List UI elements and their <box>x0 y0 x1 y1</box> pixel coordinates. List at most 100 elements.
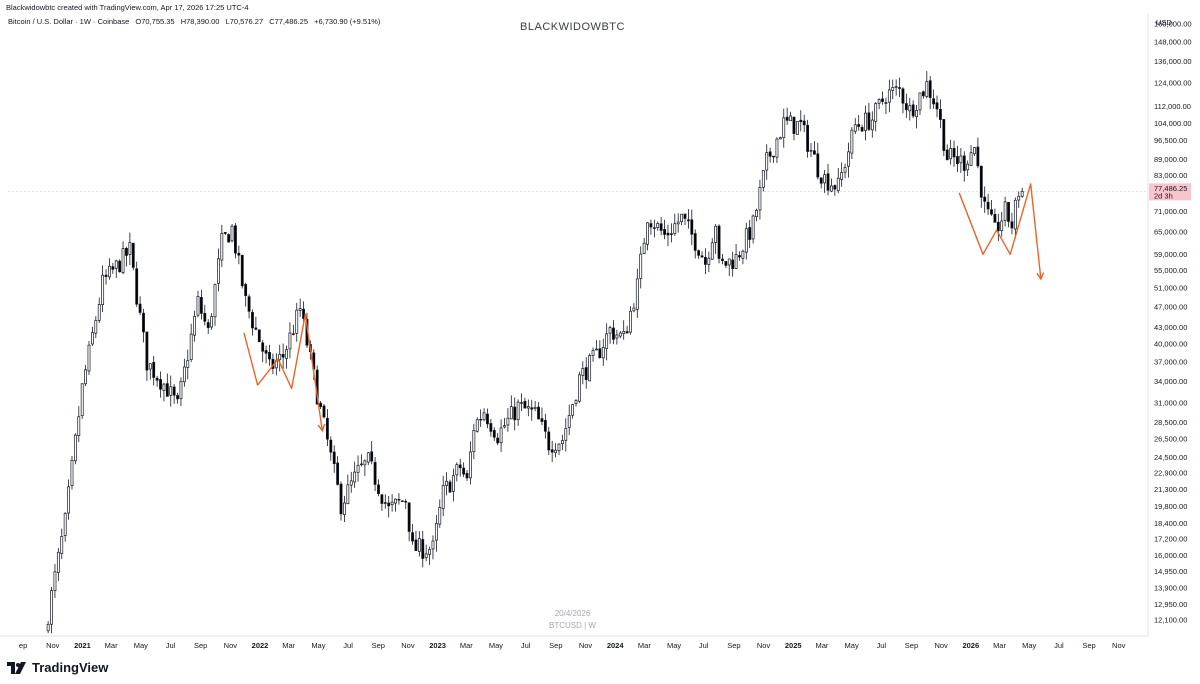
candle-body <box>193 316 196 336</box>
candle-body <box>434 523 438 541</box>
candle-body <box>138 303 142 313</box>
candle-body <box>404 500 408 503</box>
candle-body <box>60 536 64 554</box>
legend-change: +6,730.90 (+9.51%) <box>314 17 381 26</box>
candle-body <box>503 425 506 428</box>
candle-body <box>676 221 680 225</box>
candle-body <box>196 296 200 316</box>
y-tick-label: 65,000.00 <box>1154 227 1187 236</box>
candle-body <box>179 380 183 400</box>
candle-body <box>80 383 84 417</box>
candle-body <box>884 102 888 104</box>
y-tick-label: 71,000.00 <box>1154 207 1187 216</box>
candle-body <box>952 148 956 158</box>
y-tick-label: 59,000.00 <box>1154 250 1187 259</box>
candle-body <box>666 232 670 236</box>
candle-body <box>547 431 551 451</box>
candle-body <box>724 261 728 266</box>
candle-body <box>349 480 353 486</box>
y-tick-label: 16,000.00 <box>1154 551 1187 560</box>
candle-body <box>489 423 493 432</box>
x-tick-label: Jul <box>343 641 353 650</box>
y-tick-label: 17,200.00 <box>1154 535 1187 544</box>
candle-body <box>482 412 486 421</box>
candle-body <box>397 499 401 501</box>
x-tick-label: ep <box>19 641 27 650</box>
candle-body <box>836 177 840 191</box>
watermark-symbol: BTCUSD | W <box>549 621 596 630</box>
candle-body <box>94 320 98 334</box>
candle-body <box>520 402 523 404</box>
candle-body <box>288 332 292 350</box>
x-tick-label: 2026 <box>962 641 979 650</box>
candle-body <box>56 551 60 573</box>
candle-body <box>635 278 639 310</box>
candle-body <box>758 187 762 211</box>
candle-body <box>400 500 404 503</box>
candle-body <box>993 213 997 223</box>
candle-body <box>915 109 918 118</box>
x-tick-label: May <box>1022 641 1036 650</box>
symbol-legend: Bitcoin / U.S. Dollar · 1W · Coinbase O7… <box>8 17 384 26</box>
candle-body <box>840 172 844 180</box>
y-tick-label: 19,800.00 <box>1154 502 1187 511</box>
candle-body <box>612 327 615 340</box>
attribution-text: Blackwidowbtc created with TradingView.c… <box>6 3 249 12</box>
legend-high: H78,390.00 <box>180 17 220 26</box>
legend-symbol[interactable]: Bitcoin / U.S. Dollar · 1W · Coinbase <box>8 17 130 26</box>
candle-body <box>513 406 517 421</box>
candle-body <box>499 427 503 443</box>
x-tick-label: 2022 <box>252 641 269 650</box>
current-price-label-bg <box>1149 183 1191 201</box>
candle-body <box>462 467 466 475</box>
candle-body <box>918 92 922 111</box>
candle-body <box>680 213 683 223</box>
x-tick-label: Sep <box>905 641 918 650</box>
candle-body <box>526 406 530 409</box>
candle-body <box>608 327 612 334</box>
candle-body <box>475 419 479 432</box>
candle-body <box>46 623 50 632</box>
candles-group <box>46 71 1024 634</box>
candle-body <box>755 209 758 217</box>
candle-body <box>588 355 592 382</box>
candle-body <box>155 377 159 381</box>
candle-body <box>394 498 397 504</box>
candle-body <box>261 342 265 352</box>
candle-body <box>373 462 377 485</box>
x-tick-label: 2025 <box>785 641 802 650</box>
candle-body <box>1007 201 1010 222</box>
x-tick-label: 2023 <box>429 641 446 650</box>
candle-body <box>560 440 564 445</box>
candle-body <box>833 185 837 190</box>
candle-body <box>469 451 472 479</box>
candle-body <box>278 353 282 361</box>
annotation-zigzag <box>243 313 323 431</box>
candle-body <box>162 383 166 391</box>
candle-body <box>70 459 74 487</box>
candle-body <box>669 233 673 235</box>
x-tick-label: May <box>489 641 503 650</box>
candle-body <box>962 155 966 171</box>
candle-body <box>431 540 435 550</box>
candle-body <box>751 215 755 240</box>
candle-body <box>819 177 823 184</box>
candle-body <box>509 406 513 420</box>
candle-body <box>761 170 765 188</box>
candle-body <box>789 115 792 122</box>
tradingview-logo[interactable]: TradingView <box>7 660 108 675</box>
candle-body <box>976 146 980 167</box>
candle-body <box>928 80 932 98</box>
candle-body <box>125 247 128 256</box>
candle-body <box>148 363 152 370</box>
candle-body <box>816 153 820 178</box>
candle-body <box>625 331 629 334</box>
candle-body <box>584 367 588 380</box>
candle-body <box>53 571 57 591</box>
candle-body <box>380 494 384 504</box>
axes-group: USD 12,100.00 12,950.00 13,900.00 14,950.00… <box>0 14 1192 650</box>
candle-body <box>383 502 387 504</box>
candle-body <box>411 532 414 542</box>
candle-body <box>652 227 656 229</box>
